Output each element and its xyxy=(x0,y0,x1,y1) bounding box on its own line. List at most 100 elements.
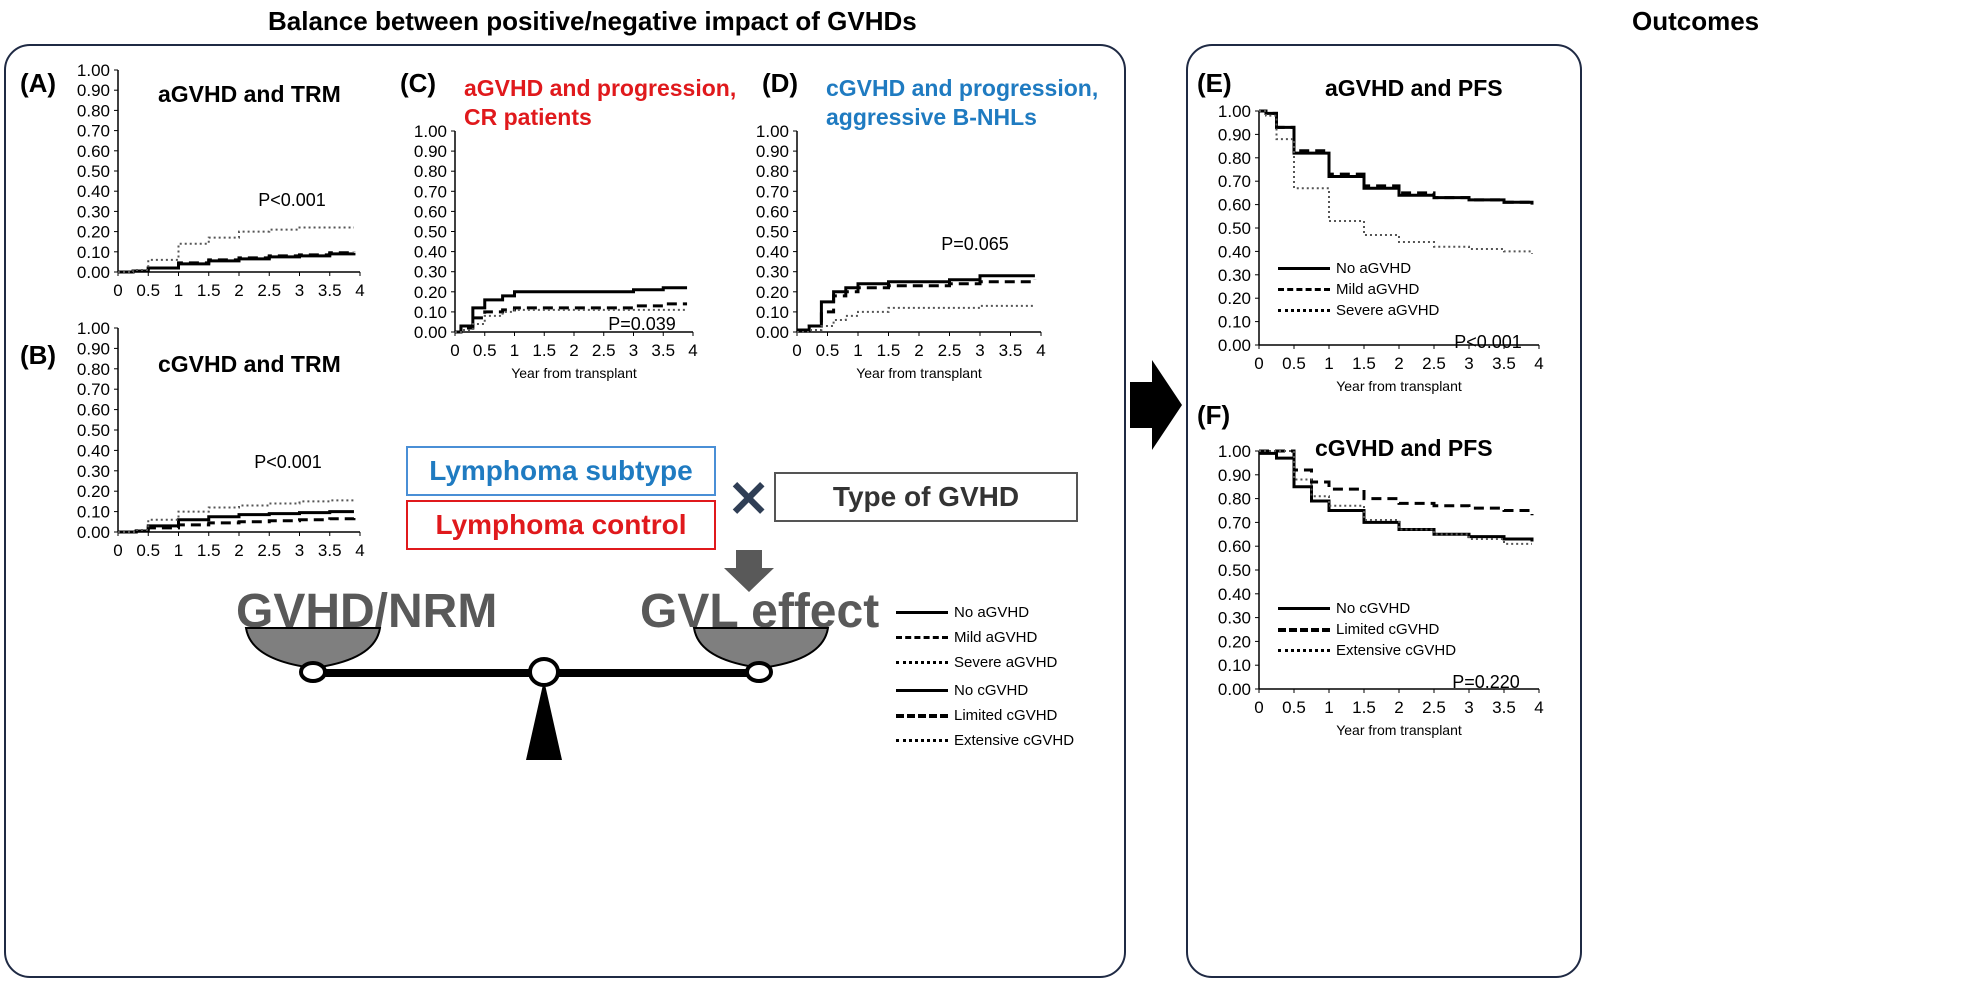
panel-c-label: (C) xyxy=(400,68,437,98)
panel-e-label: (E) xyxy=(1197,68,1232,98)
panel-b-y-tick-label: 0.90 xyxy=(77,339,110,358)
panel-f-legend: No cGVHD Limited cGVHD Extensive cGVHD xyxy=(1278,598,1456,661)
panel-a-y-tick-label: 0.00 xyxy=(77,263,110,282)
panel-b-x-tick-label: 1 xyxy=(174,541,183,560)
panel-d-title-line1: cGVHD and progression, xyxy=(826,75,1099,101)
panel-e-x-tick-label: 3.5 xyxy=(1492,354,1516,373)
panel-c-y-tick-label: 0.10 xyxy=(414,303,447,322)
panel-e-p-value: P<0.001 xyxy=(1454,332,1522,352)
panel-f-series-line xyxy=(1259,449,1534,516)
panel-a-x-tick-label: 0.5 xyxy=(136,281,160,300)
panel-a-y-tick-label: 0.30 xyxy=(77,202,110,221)
panel-b-title: cGVHD and TRM xyxy=(158,351,341,377)
panel-c-title-line1: aGVHD and progression, xyxy=(464,75,737,101)
legend-label: No cGVHD xyxy=(954,682,1029,699)
panel-d-title-line2: aggressive B-NHLs xyxy=(826,104,1037,130)
panel-d-x-tick-label: 1 xyxy=(853,341,862,360)
panel-d-p-value: P=0.065 xyxy=(941,234,1009,254)
panel-a-x-tick-label: 1.5 xyxy=(197,281,221,300)
panel-c-y-tick-label: 0.40 xyxy=(414,243,447,262)
panel-b-y-tick-label: 0.60 xyxy=(77,401,110,420)
panel-e-y-tick-label: 1.00 xyxy=(1218,102,1251,121)
panel-d-y-tick-label: 0.20 xyxy=(756,283,789,302)
lymphoma-control-box: Lymphoma control xyxy=(406,500,716,550)
panel-c-y-tick-label: 0.80 xyxy=(414,162,447,181)
panel-f-x-tick-label: 1 xyxy=(1324,698,1333,717)
panel-c-x-tick-label: 2.5 xyxy=(592,341,616,360)
panel-e-y-tick-label: 0.10 xyxy=(1218,313,1251,332)
multiply-icon: × xyxy=(726,465,772,528)
panel-f-y-tick-label: 0.90 xyxy=(1218,466,1251,485)
panel-e-y-tick-label: 0.00 xyxy=(1218,336,1251,355)
panel-d-y-tick-label: 0.30 xyxy=(756,263,789,282)
panel-a-x-tick-label: 3.5 xyxy=(318,281,342,300)
panel-f-x-tick-label: 0.5 xyxy=(1282,698,1306,717)
legend-item-limited-cgvhd: Limited cGVHD xyxy=(1278,619,1456,640)
panel-b-x-tick-label: 2.5 xyxy=(257,541,281,560)
legend-label: Severe aGVHD xyxy=(1336,302,1440,319)
panel-c-x-axis-label: Year from transplant xyxy=(511,365,637,381)
panel-e-y-tick-label: 0.70 xyxy=(1218,172,1251,191)
legend-label: No aGVHD xyxy=(1336,260,1412,277)
panel-c-y-tick-label: 0.00 xyxy=(414,323,447,342)
panel-a-x-tick-label: 3 xyxy=(295,281,304,300)
cgvhd-legend: No cGVHD Limited cGVHD Extensive cGVHD xyxy=(896,678,1074,753)
legend-item-no-agvhd: No aGVHD xyxy=(896,600,1057,625)
panel-c-y-tick-label: 0.50 xyxy=(414,223,447,242)
panel-b-y-tick-label: 0.70 xyxy=(77,380,110,399)
panel-c-y-tick-label: 0.90 xyxy=(414,142,447,161)
gvhd-type-box: Type of GVHD xyxy=(774,472,1078,522)
panel-a-x-tick-label: 2 xyxy=(234,281,243,300)
panel-b-y-tick-label: 1.00 xyxy=(77,319,110,338)
panel-b-y-tick-label: 0.80 xyxy=(77,360,110,379)
legend-item-mild-agvhd: Mild aGVHD xyxy=(1278,279,1439,300)
panel-e-x-tick-label: 3 xyxy=(1464,354,1473,373)
panel-a-p-value: P<0.001 xyxy=(258,190,326,210)
legend-label: No aGVHD xyxy=(954,604,1030,621)
panel-b-y-tick-label: 0.00 xyxy=(77,523,110,542)
panel-d-y-tick-label: 0.50 xyxy=(756,223,789,242)
panel-c-series-line xyxy=(455,308,688,333)
panel-c-x-tick-label: 4 xyxy=(688,341,697,360)
panel-f-y-tick-label: 0.30 xyxy=(1218,609,1251,628)
legend-label: Mild aGVHD xyxy=(1336,281,1420,298)
legend-label: Limited cGVHD xyxy=(954,707,1058,724)
panel-f-x-tick-label: 2.5 xyxy=(1422,698,1446,717)
left-header: Balance between positive/negative impact… xyxy=(268,6,917,36)
panel-d-label: (D) xyxy=(762,68,799,98)
panel-f-label: (F) xyxy=(1197,400,1231,430)
panel-a-label: (A) xyxy=(20,68,57,98)
panel-f-y-tick-label: 0.50 xyxy=(1218,561,1251,580)
panel-c-x-tick-label: 3.5 xyxy=(651,341,675,360)
panel-d-y-tick-label: 0.60 xyxy=(756,202,789,221)
panel-d-x-tick-label: 3 xyxy=(975,341,984,360)
legend-label: Mild aGVHD xyxy=(954,629,1038,646)
panel-d-x-tick-label: 0 xyxy=(792,341,801,360)
panel-e-y-tick-label: 0.20 xyxy=(1218,289,1251,308)
panel-e-series-line xyxy=(1259,109,1534,205)
panel-f-x-tick-label: 0 xyxy=(1254,698,1263,717)
panel-b-x-tick-label: 2 xyxy=(234,541,243,560)
panel-b-p-value: P<0.001 xyxy=(254,452,322,472)
panel-c-x-tick-label: 2 xyxy=(569,341,578,360)
panel-b-x-tick-label: 3.5 xyxy=(318,541,342,560)
legend-label: No cGVHD xyxy=(1336,600,1411,617)
panel-b-y-tick-label: 0.40 xyxy=(77,441,110,460)
panel-f-title: cGVHD and PFS xyxy=(1315,435,1493,461)
legend-label: Extensive cGVHD xyxy=(1336,642,1457,659)
legend-item-extensive-cgvhd: Extensive cGVHD xyxy=(896,728,1074,753)
panel-a-y-tick-label: 1.00 xyxy=(77,61,110,80)
panel-d-x-tick-label: 2 xyxy=(914,341,923,360)
panel-e-y-tick-label: 0.80 xyxy=(1218,149,1251,168)
panel-a-x-tick-label: 4 xyxy=(355,281,364,300)
panel-f-x-tick-label: 2 xyxy=(1394,698,1403,717)
down-arrow-icon xyxy=(724,550,774,592)
panel-a-y-tick-label: 0.10 xyxy=(77,243,110,262)
right-panel-box xyxy=(1186,44,1582,978)
panel-d-y-tick-label: 0.00 xyxy=(756,323,789,342)
legend-item-no-agvhd: No aGVHD xyxy=(1278,258,1439,279)
legend-label: Limited cGVHD xyxy=(1336,621,1440,638)
panel-a-x-tick-label: 0 xyxy=(113,281,122,300)
panel-d-x-axis-label: Year from transplant xyxy=(856,365,982,381)
